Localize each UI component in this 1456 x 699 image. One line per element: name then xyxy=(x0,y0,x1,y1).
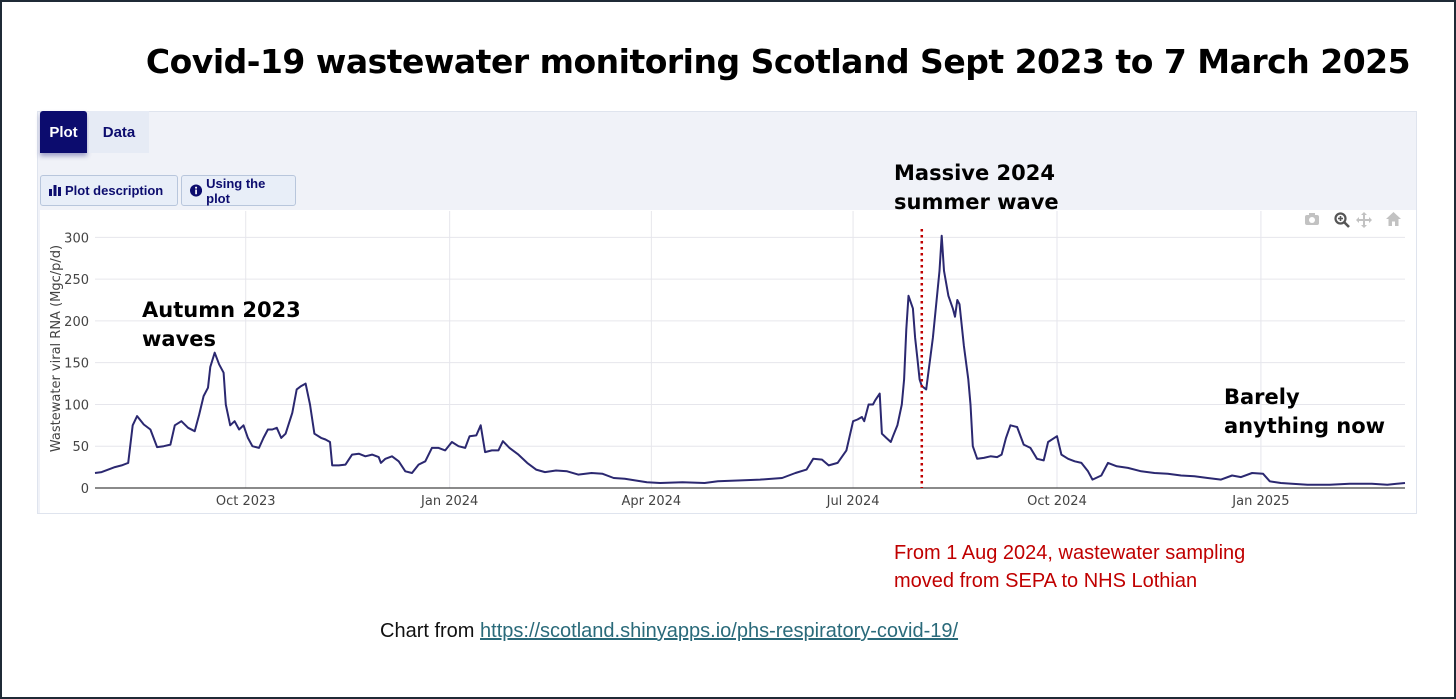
pan-icon[interactable] xyxy=(1356,212,1372,231)
zoom-icon[interactable] xyxy=(1334,212,1350,231)
annotation-autumn-line1: Autumn 2023 xyxy=(142,298,301,322)
camera-icon[interactable] xyxy=(1304,212,1320,229)
plot-description-button[interactable]: Plot description xyxy=(40,175,178,206)
home-icon[interactable] xyxy=(1386,212,1401,229)
x-axis-ticks: Oct 2023 Jan 2024 Apr 2024 Jul 2024 Oct 2024… xyxy=(216,494,1290,509)
x-tick-label: Jul 2024 xyxy=(826,494,880,509)
annotation-now-line2: anything now xyxy=(1224,414,1386,438)
plot-description-label: Plot description xyxy=(65,183,164,198)
y-tick-label: 300 xyxy=(64,231,89,246)
x-tick-label: Jan 2024 xyxy=(420,494,478,509)
source-link[interactable]: https://scotland.shinyapps.io/phs-respir… xyxy=(480,620,959,642)
annotation-summer: Massive 2024 summer wave xyxy=(894,159,1059,217)
series-line-scotland xyxy=(94,234,1406,486)
y-tick-label: 100 xyxy=(64,398,89,413)
source-credit: Chart from https://scotland.shinyapps.io… xyxy=(380,620,958,643)
x-tick-label: Oct 2023 xyxy=(216,494,276,509)
grid xyxy=(95,211,1405,488)
annotation-autumn: Autumn 2023 waves xyxy=(142,296,301,354)
page-title: Covid-19 wastewater monitoring Scotland … xyxy=(145,42,1411,81)
y-tick-label: 0 xyxy=(81,482,89,497)
x-tick-label: Jan 2025 xyxy=(1231,494,1289,509)
tab-data[interactable]: Data xyxy=(89,111,149,153)
y-tick-label: 50 xyxy=(72,440,89,455)
annotation-autumn-line2: waves xyxy=(142,327,217,351)
tab-plot[interactable]: Plot xyxy=(40,111,87,153)
bar-chart-icon xyxy=(49,185,61,196)
sampling-note-line2: moved from SEPA to NHS Lothian xyxy=(894,570,1198,592)
sampling-note: From 1 Aug 2024, wastewater sampling mov… xyxy=(894,539,1245,595)
annotation-now-line1: Barely xyxy=(1224,385,1300,409)
y-tick-label: 200 xyxy=(64,315,89,330)
wastewater-line-chart: 0 50 100 150 200 250 300 Oct 2023 Jan 2024 Apr 2… xyxy=(49,211,1406,509)
annotation-summer-line2: summer wave xyxy=(894,190,1059,214)
x-tick-label: Oct 2024 xyxy=(1027,494,1087,509)
y-tick-label: 250 xyxy=(64,273,89,288)
y-axis-ticks: 0 50 100 150 200 250 300 xyxy=(64,231,89,497)
annotation-now: Barely anything now xyxy=(1224,383,1385,441)
source-prefix: Chart from xyxy=(380,620,481,642)
using-the-plot-label: Using the plot xyxy=(206,175,266,206)
using-the-plot-button[interactable]: Using the plot xyxy=(181,175,296,206)
y-axis-label: Wastewater viral RNA (Mgc/p/d) xyxy=(49,245,64,452)
sampling-note-line1: From 1 Aug 2024, wastewater sampling xyxy=(894,542,1246,564)
y-tick-label: 150 xyxy=(64,357,89,372)
plot-area xyxy=(40,210,1416,513)
annotation-summer-line1: Massive 2024 xyxy=(894,161,1055,185)
info-icon xyxy=(190,184,203,197)
x-tick-label: Apr 2024 xyxy=(622,494,682,509)
